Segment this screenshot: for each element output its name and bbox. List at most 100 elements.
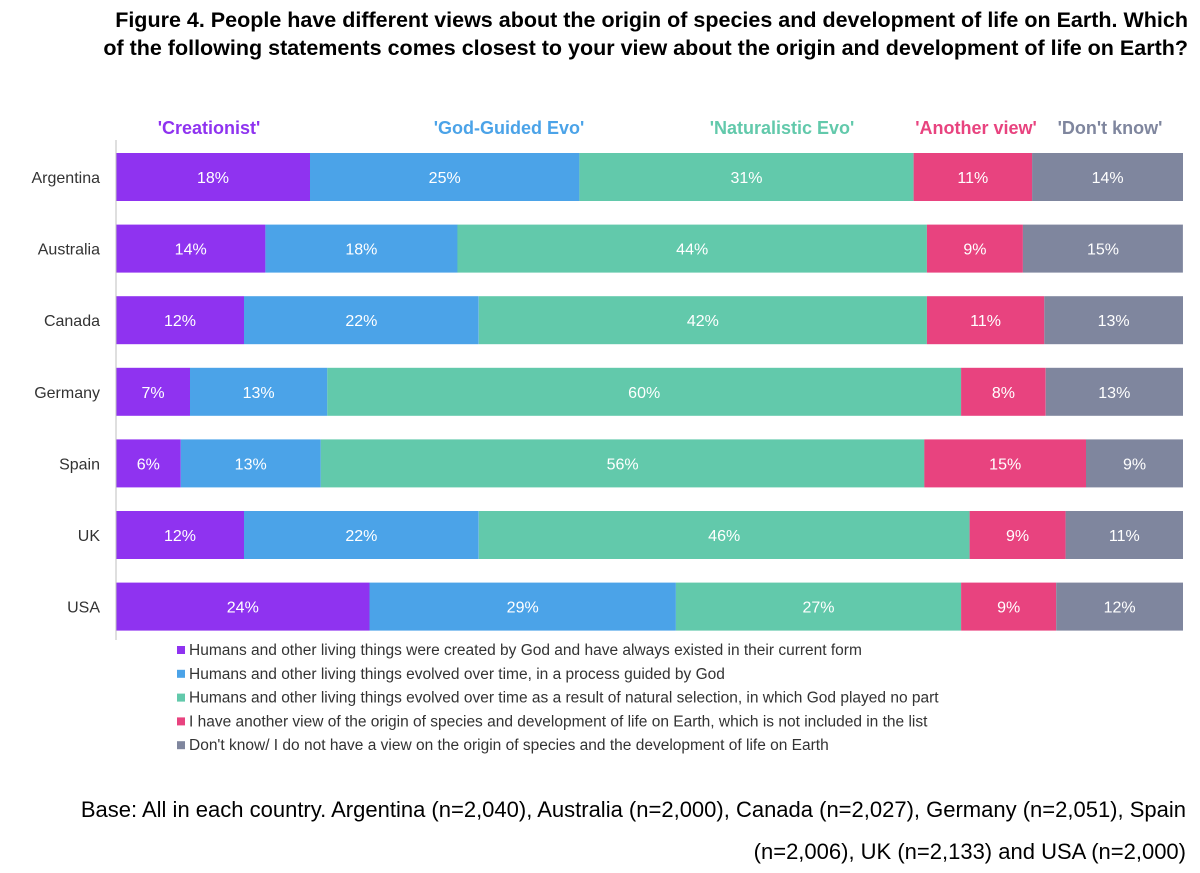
- bar-value-label: 31%: [730, 170, 762, 187]
- bar-value-label: 42%: [687, 313, 719, 330]
- bar-segment-germany-2: [327, 367, 962, 416]
- category-label-germany: Germany: [34, 385, 100, 402]
- bar-segment-canada-3: [926, 296, 1045, 345]
- bar-value-label: 13%: [235, 456, 267, 473]
- legend-swatch-3: [177, 717, 185, 726]
- bar-segment-argentina-0: [116, 153, 310, 201]
- bar-segment-uk-1: [244, 511, 479, 559]
- bar-value-label: 18%: [197, 170, 229, 187]
- bar-segment-australia-2: [457, 224, 927, 273]
- bar-value-label: 9%: [1123, 456, 1146, 473]
- bar-segment-usa-2: [675, 582, 962, 631]
- bar-segment-argentina-4: [1032, 153, 1183, 201]
- bar-segment-australia-3: [926, 224, 1023, 273]
- bar-segment-spain-1: [180, 439, 321, 488]
- series-header-3: 'Another view': [915, 118, 1037, 138]
- bar-value-label: 15%: [1087, 242, 1119, 259]
- bar-segment-argentina-2: [579, 153, 914, 201]
- bar-value-label: 29%: [507, 600, 539, 617]
- bar-segment-uk-3: [969, 511, 1066, 559]
- bar-value-label: 12%: [164, 313, 196, 330]
- bar-segment-australia-1: [265, 224, 458, 273]
- bar-value-label: 14%: [175, 242, 207, 259]
- bar-segment-argentina-1: [310, 153, 580, 201]
- bar-value-label: 11%: [970, 313, 1001, 330]
- bar-value-label: 13%: [1098, 385, 1130, 402]
- bar-value-label: 7%: [141, 385, 164, 402]
- bar-value-labels: 18% 25% 31% 11% 14% 14% 18% 44% 9% 15% 12% 22% 42% 11…: [137, 170, 1146, 617]
- bars: [116, 153, 1183, 631]
- bar-segment-usa-1: [369, 582, 676, 631]
- category-label-australia: Australia: [38, 242, 100, 259]
- bar-segment-usa-4: [1056, 582, 1183, 631]
- bar-value-label: 9%: [997, 600, 1020, 617]
- legend: Humans and other living things were crea…: [177, 642, 939, 754]
- bar-segment-spain-2: [320, 439, 925, 488]
- bar-segment-germany-0: [116, 367, 190, 416]
- legend-swatch-2: [177, 693, 185, 702]
- bar-value-label: 56%: [607, 456, 639, 473]
- bar-value-label: 9%: [963, 242, 986, 259]
- bar-value-label: 44%: [676, 242, 708, 259]
- series-header-4: 'Don't know': [1058, 118, 1163, 138]
- bar-value-label: 12%: [164, 528, 196, 545]
- bar-value-label: 11%: [1109, 528, 1140, 545]
- legend-label-0: Humans and other living things were crea…: [189, 642, 862, 659]
- bar-segment-canada-4: [1044, 296, 1183, 345]
- legend-label-2: Humans and other living things evolved o…: [189, 690, 939, 707]
- bar-segment-spain-0: [116, 439, 181, 488]
- bar-value-label: 25%: [429, 170, 461, 187]
- bar-segment-usa-0: [116, 582, 370, 631]
- bar-segment-germany-4: [1045, 367, 1183, 416]
- legend-label-3: I have another view of the origin of spe…: [189, 713, 928, 730]
- series-header-0: 'Creationist': [158, 118, 261, 138]
- series-headers: 'Creationist' 'God-Guided Evo' 'Naturalist…: [158, 118, 1163, 138]
- bar-segment-germany-1: [190, 367, 328, 416]
- legend-label-1: Humans and other living things evolved o…: [189, 666, 725, 683]
- legend-swatch-0: [177, 646, 185, 654]
- bar-value-label: 22%: [345, 528, 377, 545]
- bar-segment-australia-0: [116, 224, 266, 273]
- category-label-canada: Canada: [44, 313, 100, 330]
- bar-value-label: 46%: [708, 528, 740, 545]
- bar-segment-germany-3: [961, 367, 1046, 416]
- bar-value-label: 12%: [1104, 600, 1136, 617]
- legend-label-4: Don't know/ I do not have a view on the …: [189, 737, 829, 754]
- series-header-1: 'God-Guided Evo': [434, 118, 585, 138]
- bar-segment-spain-3: [924, 439, 1086, 488]
- base-note: Base: All in each country. Argentina (n=…: [80, 797, 1186, 864]
- bar-value-label: 11%: [957, 170, 988, 187]
- bar-segment-argentina-3: [913, 153, 1033, 201]
- bar-value-label: 9%: [1006, 528, 1029, 545]
- series-header-2: 'Naturalistic Evo': [710, 118, 855, 138]
- category-label-argentina: Argentina: [32, 170, 101, 187]
- bar-value-label: 13%: [1098, 313, 1130, 330]
- bar-segment-canada-1: [244, 296, 479, 345]
- bar-value-label: 27%: [802, 600, 834, 617]
- bar-segment-uk-4: [1065, 511, 1183, 559]
- category-label-usa: USA: [67, 600, 100, 617]
- bar-segment-canada-2: [478, 296, 927, 345]
- bar-segment-australia-4: [1022, 224, 1183, 273]
- bar-value-label: 60%: [628, 385, 660, 402]
- bar-segment-uk-0: [116, 511, 244, 559]
- legend-swatch-4: [177, 741, 185, 750]
- category-labels: Argentina Australia Canada Germany Spain UK US…: [32, 170, 101, 617]
- chart-title: Figure 4. People have different views ab…: [103, 8, 1188, 60]
- bar-value-label: 14%: [1092, 170, 1124, 187]
- bar-segment-usa-3: [961, 582, 1057, 631]
- bar-segment-uk-2: [478, 511, 970, 559]
- bar-value-label: 8%: [992, 385, 1015, 402]
- legend-swatch-1: [177, 669, 185, 678]
- bar-value-label: 15%: [989, 456, 1021, 473]
- bar-value-label: 6%: [137, 456, 160, 473]
- bar-segment-spain-4: [1086, 439, 1183, 488]
- category-label-spain: Spain: [59, 456, 100, 473]
- bar-value-label: 18%: [345, 242, 377, 259]
- stacked-bar-chart: 'Creationist' 'God-Guided Evo' 'Naturalist…: [32, 118, 1183, 754]
- category-label-uk: UK: [78, 528, 101, 545]
- bar-segment-canada-0: [116, 296, 244, 345]
- bar-value-label: 22%: [345, 313, 377, 330]
- bar-value-label: 13%: [243, 385, 275, 402]
- bar-value-label: 24%: [227, 600, 259, 617]
